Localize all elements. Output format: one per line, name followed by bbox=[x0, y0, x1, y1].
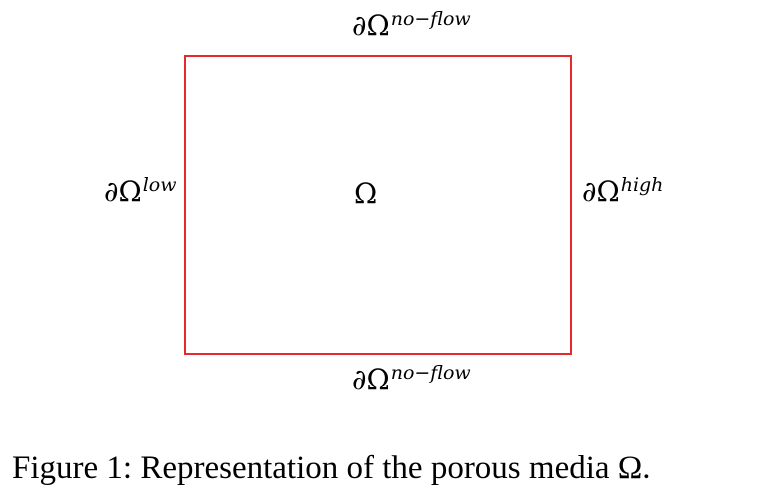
domain-rectangle bbox=[184, 55, 572, 355]
boundary-right-symbol: ∂Ω bbox=[582, 175, 620, 208]
figure-caption: Figure 1: Representation of the porous m… bbox=[12, 450, 651, 486]
domain-label: Ω bbox=[354, 177, 378, 210]
boundary-left-symbol: ∂Ω bbox=[104, 175, 142, 208]
boundary-top-superscript: no−flow bbox=[390, 7, 471, 30]
boundary-left-superscript: low bbox=[142, 173, 177, 196]
boundary-bottom-label: ∂Ωno−flow bbox=[352, 363, 471, 396]
boundary-right-label: ∂Ωhigh bbox=[582, 175, 663, 208]
boundary-right-superscript: high bbox=[620, 173, 664, 196]
boundary-top-label: ∂Ωno−flow bbox=[352, 9, 471, 42]
boundary-top-symbol: ∂Ω bbox=[352, 9, 390, 42]
boundary-bottom-superscript: no−flow bbox=[390, 361, 471, 384]
boundary-left-label: ∂Ωlow bbox=[104, 175, 176, 208]
boundary-bottom-symbol: ∂Ω bbox=[352, 363, 390, 396]
